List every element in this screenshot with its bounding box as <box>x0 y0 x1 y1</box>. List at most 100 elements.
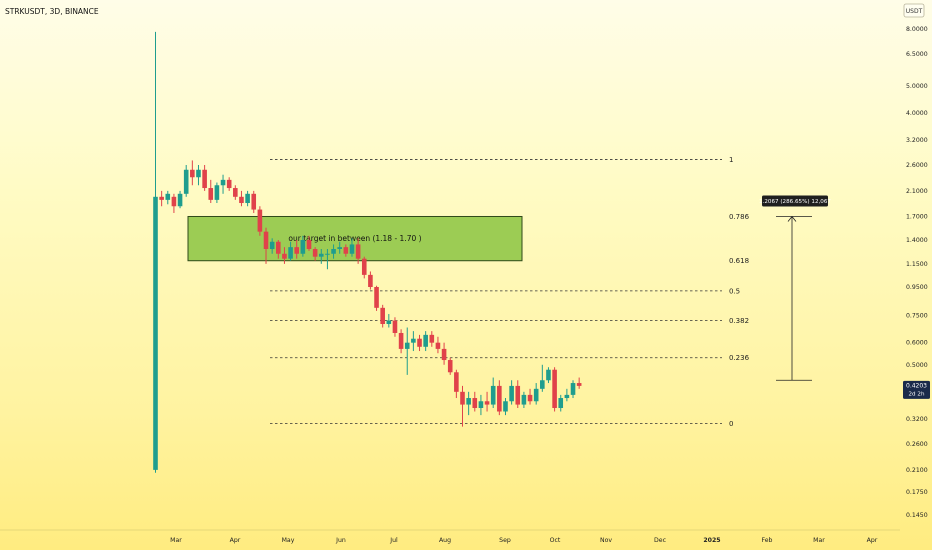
candle[interactable] <box>325 248 330 270</box>
candle[interactable] <box>429 331 435 347</box>
candle[interactable] <box>331 244 336 259</box>
candle[interactable] <box>233 185 238 200</box>
candle[interactable] <box>570 380 576 399</box>
candle[interactable] <box>226 177 232 191</box>
candle[interactable] <box>564 388 570 402</box>
measure-label-box <box>762 195 828 207</box>
candle[interactable] <box>165 190 171 205</box>
target-zone-layer: our target in between (1.18 - 1.70 ) <box>187 215 523 262</box>
candle[interactable] <box>527 388 533 405</box>
candle-body <box>576 383 582 386</box>
candle[interactable] <box>183 165 189 197</box>
candle-body <box>435 342 441 349</box>
candle[interactable] <box>220 174 226 194</box>
candle[interactable] <box>533 383 539 405</box>
candle[interactable] <box>153 31 158 473</box>
candle[interactable] <box>318 248 324 264</box>
x-tick-label: Jul <box>389 537 398 544</box>
candle[interactable] <box>558 394 564 412</box>
candle[interactable] <box>269 238 275 254</box>
candle-body <box>558 398 564 408</box>
candle[interactable] <box>404 327 410 375</box>
candle-body <box>325 253 330 255</box>
candle-body <box>226 179 232 189</box>
candle[interactable] <box>282 247 287 264</box>
candle[interactable] <box>361 256 367 279</box>
candle-body <box>257 209 263 232</box>
candle[interactable] <box>171 193 177 213</box>
candle[interactable] <box>435 336 441 354</box>
candle[interactable] <box>257 206 263 236</box>
candle[interactable] <box>374 285 379 311</box>
candle-body <box>454 372 459 392</box>
candle[interactable] <box>349 238 355 257</box>
candle[interactable] <box>472 391 478 412</box>
candle[interactable] <box>447 357 453 375</box>
candle[interactable] <box>263 227 269 264</box>
candle[interactable] <box>515 380 521 408</box>
candle[interactable] <box>368 271 373 290</box>
y-tick-label: 0.9500 <box>906 284 928 291</box>
candle[interactable] <box>576 377 582 389</box>
candle[interactable] <box>417 334 422 352</box>
candle[interactable] <box>552 367 557 412</box>
candle[interactable] <box>497 380 502 416</box>
measure-layer: 1.2067 (286.65%) 12,067 <box>759 195 831 381</box>
y-tick-label: 3.2000 <box>906 137 928 144</box>
y-tick-label: 6.5000 <box>906 51 928 58</box>
candle-body <box>165 193 171 200</box>
price-axis[interactable]: 8.0000 6.5000 5.0000 4.0000 3.2000 2.6000 2.10… <box>906 26 928 519</box>
candle[interactable] <box>300 235 306 257</box>
candle-body <box>460 391 465 405</box>
candle[interactable] <box>386 314 392 328</box>
candle[interactable] <box>337 241 342 254</box>
candle[interactable] <box>466 391 471 416</box>
candle-body <box>190 169 195 178</box>
candle-body <box>276 241 281 254</box>
candle[interactable] <box>196 165 201 186</box>
x-tick-label: Dec <box>654 537 667 544</box>
candle[interactable] <box>312 247 318 261</box>
candle[interactable] <box>214 182 220 204</box>
candle[interactable] <box>190 160 195 186</box>
fib-label: 0.786 <box>729 213 750 221</box>
candle[interactable] <box>294 240 300 259</box>
candle[interactable] <box>503 398 508 416</box>
candle[interactable] <box>509 380 514 405</box>
candle[interactable] <box>484 391 490 412</box>
fib-label: 0.382 <box>729 317 749 325</box>
candle[interactable] <box>239 190 244 207</box>
candle[interactable] <box>380 304 385 328</box>
candle[interactable] <box>398 329 404 354</box>
candle[interactable] <box>251 190 257 213</box>
candle[interactable] <box>521 391 527 408</box>
candle[interactable] <box>177 190 183 209</box>
candle[interactable] <box>423 331 428 352</box>
candle[interactable] <box>245 190 250 207</box>
candle-body <box>177 193 183 207</box>
currency-badge[interactable] <box>903 3 925 18</box>
target-zone[interactable] <box>187 215 523 262</box>
candle[interactable] <box>478 394 484 416</box>
candle[interactable] <box>306 235 312 251</box>
candle[interactable] <box>343 244 349 257</box>
candle-body <box>349 244 355 254</box>
time-axis[interactable]: Mar Apr May Jun Jul Aug Sep Oct Nov Dec 2025 Feb Mar… <box>0 529 900 544</box>
x-tick-label: May <box>282 537 295 544</box>
candle[interactable] <box>159 190 164 207</box>
candle[interactable] <box>460 385 465 427</box>
candle[interactable] <box>208 179 214 204</box>
candle[interactable] <box>490 377 496 408</box>
candle[interactable] <box>276 240 281 259</box>
candle[interactable] <box>454 369 459 399</box>
candle-body <box>521 394 527 405</box>
candle[interactable] <box>546 367 551 384</box>
candle[interactable] <box>540 364 545 392</box>
candle[interactable] <box>355 238 361 264</box>
candle-body <box>509 385 514 402</box>
candle[interactable] <box>411 331 416 352</box>
candle[interactable] <box>288 241 293 261</box>
candle[interactable] <box>441 342 447 365</box>
candle[interactable] <box>392 317 398 337</box>
candle[interactable] <box>202 165 207 191</box>
